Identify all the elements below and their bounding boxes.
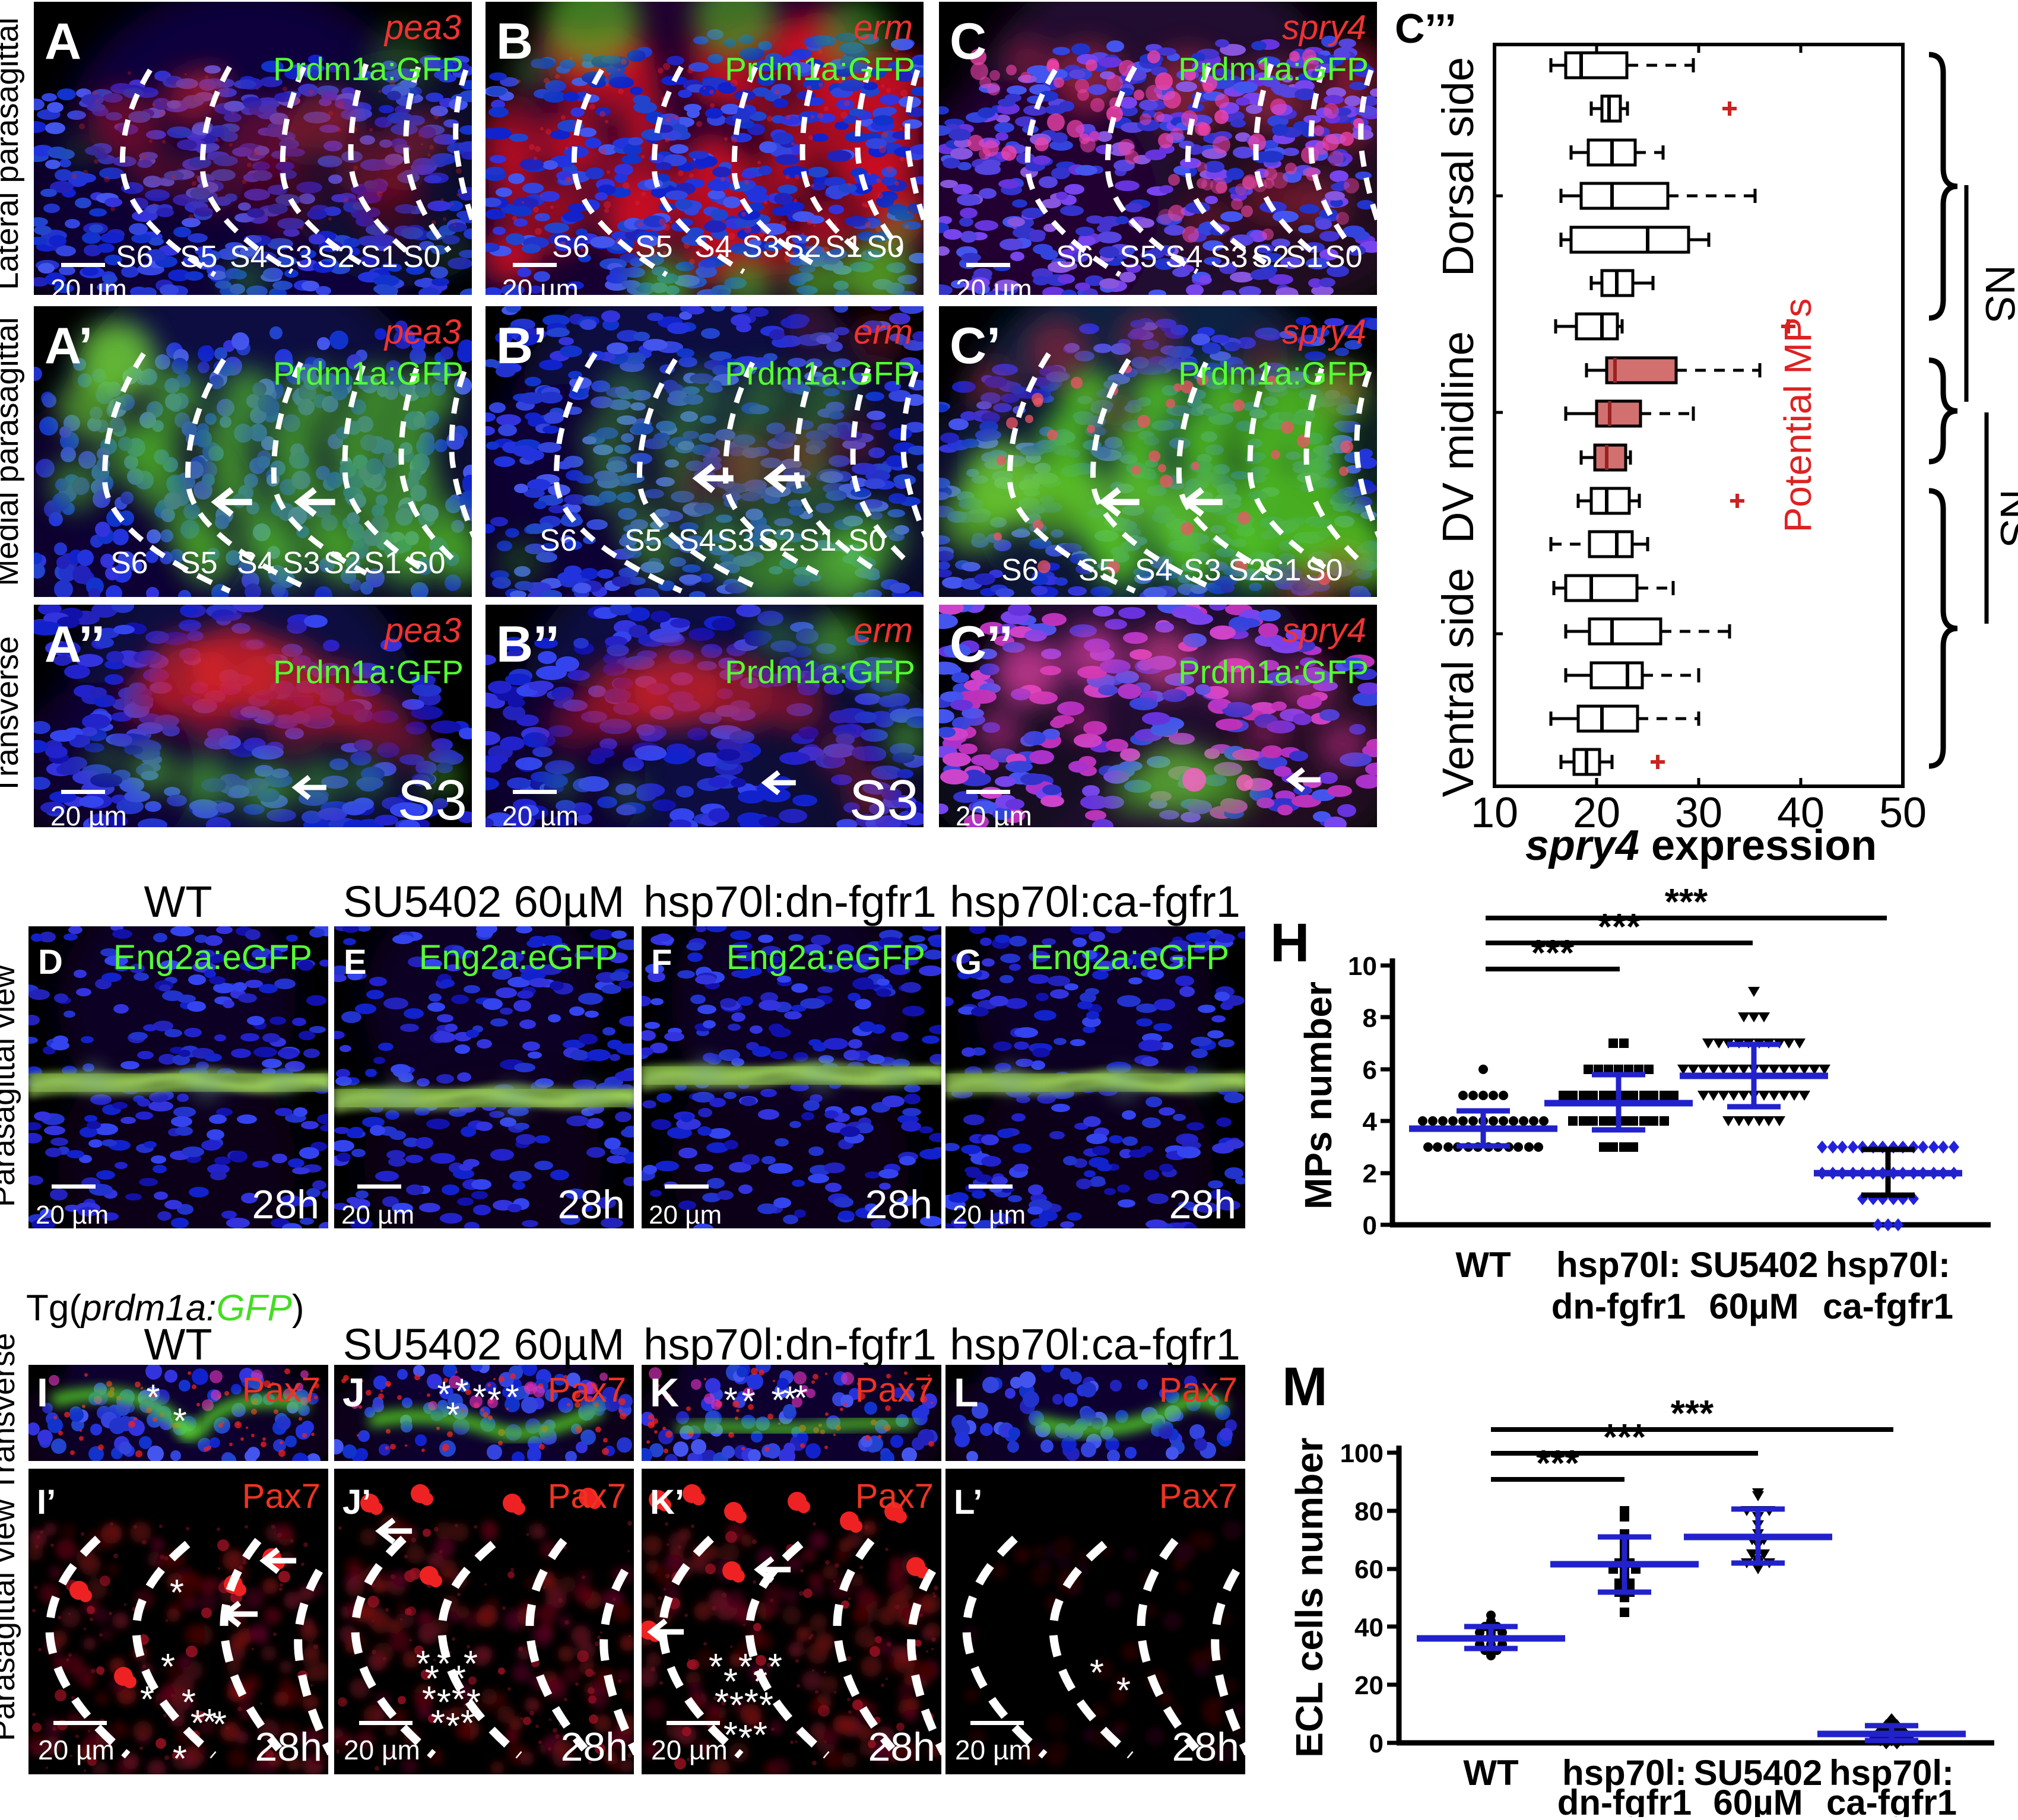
svg-text:Eng2a:eGFP: Eng2a:eGFP — [113, 938, 312, 977]
svg-text:S4: S4 — [237, 546, 275, 580]
svg-text:Prdm1a:GFP: Prdm1a:GFP — [725, 355, 915, 392]
svg-text:Prdm1a:GFP: Prdm1a:GFP — [725, 50, 915, 87]
svg-text:S0: S0 — [1305, 553, 1343, 587]
svg-text:A: A — [45, 13, 81, 70]
svg-text:S6: S6 — [1001, 553, 1039, 587]
svg-text:Prdm1a:GFP: Prdm1a:GFP — [1178, 50, 1369, 87]
svg-text:S1: S1 — [799, 523, 837, 558]
svg-text:20 µm: 20 µm — [341, 1200, 414, 1230]
svg-text:erm: erm — [853, 313, 913, 351]
svg-text:S3: S3 — [283, 546, 321, 580]
svg-text:Prdm1a:GFP: Prdm1a:GFP — [1178, 355, 1369, 392]
svg-text:S6: S6 — [1056, 240, 1094, 274]
svg-text:S3: S3 — [1183, 553, 1221, 587]
svg-text:28h: 28h — [252, 1182, 319, 1227]
svg-text:spry4: spry4 — [1282, 313, 1366, 351]
svg-text:S4: S4 — [230, 240, 268, 274]
svg-text:S1: S1 — [825, 230, 863, 264]
svg-text:S3: S3 — [1210, 240, 1248, 274]
svg-text:28h: 28h — [558, 1182, 625, 1227]
svg-text:D: D — [38, 943, 63, 982]
svg-text:S3: S3 — [275, 240, 313, 274]
svg-text:pea3: pea3 — [383, 8, 461, 47]
svg-text:20 µm: 20 µm — [36, 1200, 109, 1230]
svg-text:S4: S4 — [1135, 553, 1173, 587]
svg-text:C: C — [950, 13, 986, 70]
svg-text:S6: S6 — [116, 240, 154, 274]
svg-text:C’: C’ — [950, 317, 1001, 374]
svg-text:erm: erm — [853, 8, 913, 47]
svg-text:20 µm: 20 µm — [956, 801, 1032, 831]
svg-text:S6: S6 — [110, 546, 148, 580]
svg-text:20 µm: 20 µm — [953, 1200, 1026, 1230]
svg-text:S0: S0 — [867, 230, 905, 264]
svg-text:S6: S6 — [540, 523, 578, 558]
svg-text:S1: S1 — [364, 546, 402, 580]
svg-text:S5: S5 — [1078, 553, 1116, 587]
svg-text:A’: A’ — [45, 317, 93, 374]
svg-text:S4: S4 — [1165, 240, 1203, 274]
svg-text:20 µm: 20 µm — [649, 1200, 722, 1230]
svg-text:S5: S5 — [624, 523, 662, 558]
svg-text:Eng2a:eGFP: Eng2a:eGFP — [726, 938, 925, 977]
svg-text:S2: S2 — [317, 240, 355, 274]
svg-text:S1: S1 — [360, 240, 398, 274]
svg-text:S2: S2 — [323, 546, 361, 580]
svg-text:28h: 28h — [865, 1182, 932, 1227]
svg-text:S0: S0 — [848, 523, 886, 558]
svg-text:A’’: A’’ — [45, 616, 105, 673]
svg-text:C’’: C’’ — [950, 616, 1013, 673]
svg-text:S2: S2 — [758, 523, 796, 558]
svg-text:20 µm: 20 µm — [50, 801, 127, 831]
svg-text:S5: S5 — [180, 240, 218, 274]
svg-text:erm: erm — [853, 611, 913, 650]
svg-text:S3: S3 — [742, 230, 780, 264]
svg-text:20 µm: 20 µm — [502, 801, 579, 831]
svg-text:pea3: pea3 — [383, 313, 461, 351]
svg-text:S3: S3 — [398, 768, 467, 832]
svg-text:S2: S2 — [1228, 553, 1266, 587]
svg-text:E: E — [344, 943, 367, 982]
svg-text:Prdm1a:GFP: Prdm1a:GFP — [273, 653, 464, 690]
svg-text:S4: S4 — [678, 523, 716, 558]
svg-text:Eng2a:eGFP: Eng2a:eGFP — [1030, 938, 1229, 977]
svg-text:S2: S2 — [1252, 240, 1290, 274]
svg-text:S1: S1 — [1264, 553, 1302, 587]
svg-text:pea3: pea3 — [383, 611, 461, 650]
svg-text:S5: S5 — [635, 230, 673, 264]
svg-text:B’’: B’’ — [496, 616, 560, 673]
svg-text:S6: S6 — [552, 230, 590, 264]
svg-text:S3: S3 — [849, 768, 919, 832]
svg-text:S0: S0 — [403, 240, 441, 274]
svg-text:Prdm1a:GFP: Prdm1a:GFP — [1178, 653, 1369, 690]
svg-text:Prdm1a:GFP: Prdm1a:GFP — [725, 653, 915, 690]
svg-text:S5: S5 — [1119, 240, 1157, 274]
svg-text:G: G — [955, 943, 982, 982]
svg-text:S3: S3 — [717, 523, 755, 558]
svg-text:F: F — [651, 943, 672, 982]
svg-text:spry4: spry4 — [1282, 611, 1366, 650]
svg-text:S4: S4 — [694, 230, 732, 264]
svg-text:S0: S0 — [1325, 240, 1363, 274]
svg-text:B: B — [496, 13, 533, 70]
svg-text:Prdm1a:GFP: Prdm1a:GFP — [273, 355, 464, 392]
svg-text:Prdm1a:GFP: Prdm1a:GFP — [273, 50, 464, 87]
svg-text:spry4: spry4 — [1282, 8, 1366, 47]
svg-text:S2: S2 — [783, 230, 821, 264]
svg-text:S0: S0 — [408, 546, 446, 580]
svg-text:B’: B’ — [496, 317, 547, 374]
svg-text:Eng2a:eGFP: Eng2a:eGFP — [419, 938, 618, 977]
svg-text:S5: S5 — [180, 546, 218, 580]
svg-text:S1: S1 — [1286, 240, 1324, 274]
svg-text:28h: 28h — [1169, 1182, 1236, 1227]
